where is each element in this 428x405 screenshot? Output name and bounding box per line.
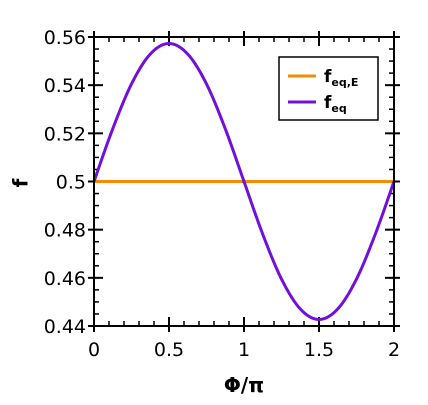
x-tick-label: 2 [388,339,400,361]
x-axis-label: Φ/π [224,373,264,397]
y-tick-label: 0.46 [44,268,86,290]
series-line-1 [92,41,396,322]
y-tick-label: 0.5 [56,172,86,194]
y-tick-labels: 0.44 0.46 0.48 0.5 0.52 0.54 0.56 [44,27,86,338]
x-tick-label: 0.5 [154,339,184,361]
y-tick-label: 0.52 [44,123,86,145]
y-axis-label: f [9,178,33,187]
y-tick-label: 0.54 [44,75,86,97]
legend-label-feqE: feq,E [324,67,358,89]
x-tick-label: 0 [88,339,100,361]
y-tick-label: 0.48 [44,220,86,242]
legend-box [278,56,379,121]
plot-frame [93,36,395,327]
legend: feq,E feq [278,56,379,121]
x-tick-label: 1 [238,339,250,361]
y-tick-label: 0.44 [44,316,86,338]
legend-label-feq: feq [324,93,347,115]
y-tick-label: 0.56 [44,27,86,49]
series-layer [92,41,396,322]
x-tick-labels: 0 0.5 1 1.5 2 [88,339,400,361]
x-tick-label: 1.5 [304,339,334,361]
